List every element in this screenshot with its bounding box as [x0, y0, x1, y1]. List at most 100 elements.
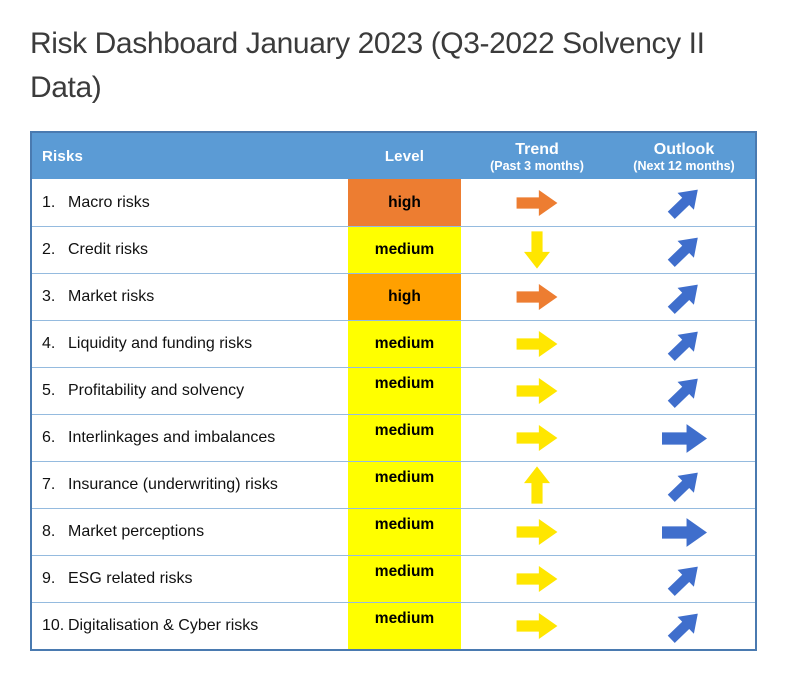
risk-name: Liquidity and funding risks	[68, 335, 253, 352]
table-row: 5. Profitability and solvency medium	[32, 367, 755, 414]
header-trend-label: Trend	[515, 140, 559, 158]
table-row: 6. Interlinkages and imbalances medium	[32, 414, 755, 461]
level-badge: medium	[374, 241, 435, 258]
risk-name: Macro risks	[68, 193, 150, 211]
level-cell: medium	[348, 462, 461, 508]
risk-number: 9.	[42, 570, 56, 587]
risk-number: 4.	[42, 335, 56, 352]
outlook-cell	[613, 274, 755, 320]
outlook-cell	[613, 368, 755, 414]
level-badge: medium	[374, 469, 435, 486]
risk-number: 1.	[42, 193, 56, 211]
risk-name-cell: 9. ESG related risks	[32, 556, 348, 602]
trend-arrow-right-icon	[516, 425, 558, 451]
outlook-cell	[613, 415, 755, 461]
table-row: 9. ESG related risks medium	[32, 555, 755, 602]
trend-cell	[461, 179, 613, 226]
outlook-cell	[613, 462, 755, 508]
outlook-cell	[613, 321, 755, 367]
trend-arrow-right-icon	[516, 284, 558, 310]
risk-name-cell: 3. Market risks	[32, 274, 348, 320]
table-row: 8. Market perceptions medium	[32, 508, 755, 555]
outlook-arrow-up-right-icon	[662, 322, 706, 366]
table-row: 1. Macro risks high	[32, 179, 755, 226]
trend-cell	[461, 462, 613, 508]
risk-number: 10.	[42, 617, 65, 634]
risk-name-cell: 7. Insurance (underwriting) risks	[32, 462, 348, 508]
header-outlook: Outlook (Next 12 months)	[613, 139, 755, 174]
level-cell: medium	[348, 509, 461, 555]
level-cell: medium	[348, 368, 461, 414]
trend-arrow-right-icon	[516, 189, 558, 216]
trend-cell	[461, 274, 613, 320]
level-cell: medium	[348, 321, 461, 367]
table-row: 7. Insurance (underwriting) risks medium	[32, 461, 755, 508]
level-cell: medium	[348, 227, 461, 273]
table-row: 10. Digitalisation & Cyber risks medium	[32, 602, 755, 649]
level-badge: medium	[374, 516, 435, 533]
trend-arrow-right-icon	[516, 519, 558, 545]
risk-name-cell: 6. Interlinkages and imbalances	[32, 415, 348, 461]
risk-number: 3.	[42, 288, 56, 305]
risk-name: Profitability and solvency	[68, 382, 245, 399]
header-trend: Trend (Past 3 months)	[461, 139, 613, 174]
trend-arrow-right-icon	[516, 331, 558, 357]
header-level: Level	[384, 147, 425, 165]
risk-name-cell: 5. Profitability and solvency	[32, 368, 348, 414]
level-badge: medium	[374, 563, 435, 580]
outlook-arrow-up-right-icon	[662, 369, 706, 413]
table-row: 3. Market risks high	[32, 273, 755, 320]
level-badge: medium	[374, 610, 435, 627]
trend-cell	[461, 556, 613, 602]
level-cell: high	[348, 179, 461, 226]
outlook-arrow-up-right-icon	[662, 275, 706, 319]
risk-name: Insurance (underwriting) risks	[68, 476, 278, 493]
risk-name: Digitalisation & Cyber risks	[68, 617, 259, 634]
table-body: 1. Macro risks high 2. Credit risks medium 3. M…	[32, 179, 755, 649]
page: Risk Dashboard January 2023 (Q3-2022 Sol…	[30, 0, 757, 651]
risk-name: Market perceptions	[68, 523, 205, 540]
outlook-arrow-up-right-icon	[662, 228, 706, 272]
risk-number: 2.	[42, 241, 56, 258]
trend-arrow-right-icon	[516, 378, 558, 404]
risk-name: Market risks	[68, 288, 155, 305]
table-row: 2. Credit risks medium	[32, 226, 755, 273]
header-trend-sublabel: (Past 3 months)	[490, 159, 584, 173]
outlook-cell	[613, 603, 755, 649]
risk-name-cell: 2. Credit risks	[32, 227, 348, 273]
risk-number: 6.	[42, 429, 56, 446]
level-badge: high	[388, 193, 421, 211]
outlook-arrow-up-right-icon	[662, 557, 706, 601]
risk-name: Interlinkages and imbalances	[68, 429, 276, 446]
trend-cell	[461, 227, 613, 273]
outlook-arrow-up-right-icon	[662, 604, 706, 648]
level-badge: medium	[374, 375, 435, 392]
page-title: Risk Dashboard January 2023 (Q3-2022 Sol…	[30, 27, 705, 104]
header-outlook-sublabel: (Next 12 months)	[633, 159, 735, 173]
level-badge: high	[388, 288, 421, 305]
outlook-arrow-up-right-icon	[662, 181, 706, 225]
trend-arrow-up-icon	[524, 466, 550, 504]
trend-arrow-right-icon	[516, 613, 558, 639]
outlook-arrow-up-right-icon	[662, 463, 706, 507]
level-cell: medium	[348, 556, 461, 602]
header-outlook-label: Outlook	[653, 140, 715, 158]
risk-name-cell: 1. Macro risks	[32, 179, 348, 226]
trend-cell	[461, 509, 613, 555]
risk-dashboard-table: Risks Level Trend (Past 3 months) Outloo…	[30, 131, 757, 651]
table-header-row: Risks Level Trend (Past 3 months) Outloo…	[32, 133, 755, 179]
outlook-arrow-right-icon	[661, 517, 707, 547]
level-cell: medium	[348, 415, 461, 461]
trend-arrow-right-icon	[516, 566, 558, 592]
outlook-cell	[613, 509, 755, 555]
risk-name-cell: 10. Digitalisation & Cyber risks	[32, 603, 348, 649]
trend-cell	[461, 368, 613, 414]
level-cell: high	[348, 274, 461, 320]
trend-cell	[461, 415, 613, 461]
level-badge: medium	[374, 335, 435, 352]
risk-number: 5.	[42, 382, 56, 399]
outlook-cell	[613, 227, 755, 273]
outlook-cell	[613, 556, 755, 602]
risk-number: 8.	[42, 523, 56, 540]
header-risks: Risks	[42, 147, 84, 165]
